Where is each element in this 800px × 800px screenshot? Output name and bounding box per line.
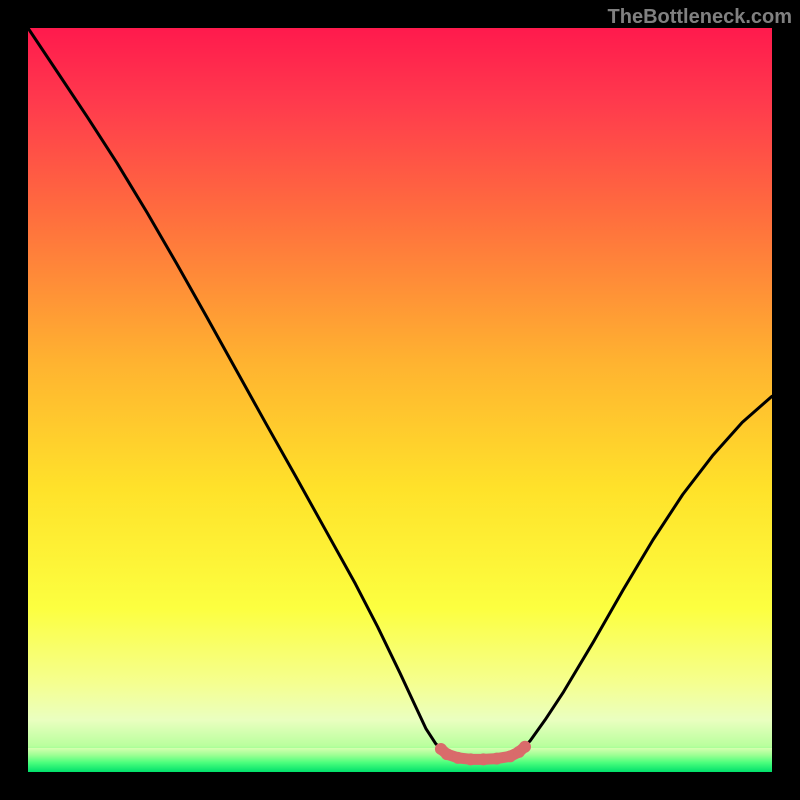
watermark-text: TheBottleneck.com [608,6,792,29]
figure-container: TheBottleneck.com [0,0,800,800]
optimal-flat-marker-dot [441,748,453,760]
bottleneck-curve [28,28,772,759]
optimal-flat-marker-dot [519,741,531,753]
optimal-flat-marker-dot [452,752,464,764]
optimal-flat-marker [435,741,531,766]
optimal-flat-marker-dot [477,753,489,765]
bottleneck-curve-svg [28,28,772,772]
optimal-flat-marker-dot [465,753,477,765]
plot-area [28,28,772,772]
optimal-flat-marker-dot [491,753,503,765]
